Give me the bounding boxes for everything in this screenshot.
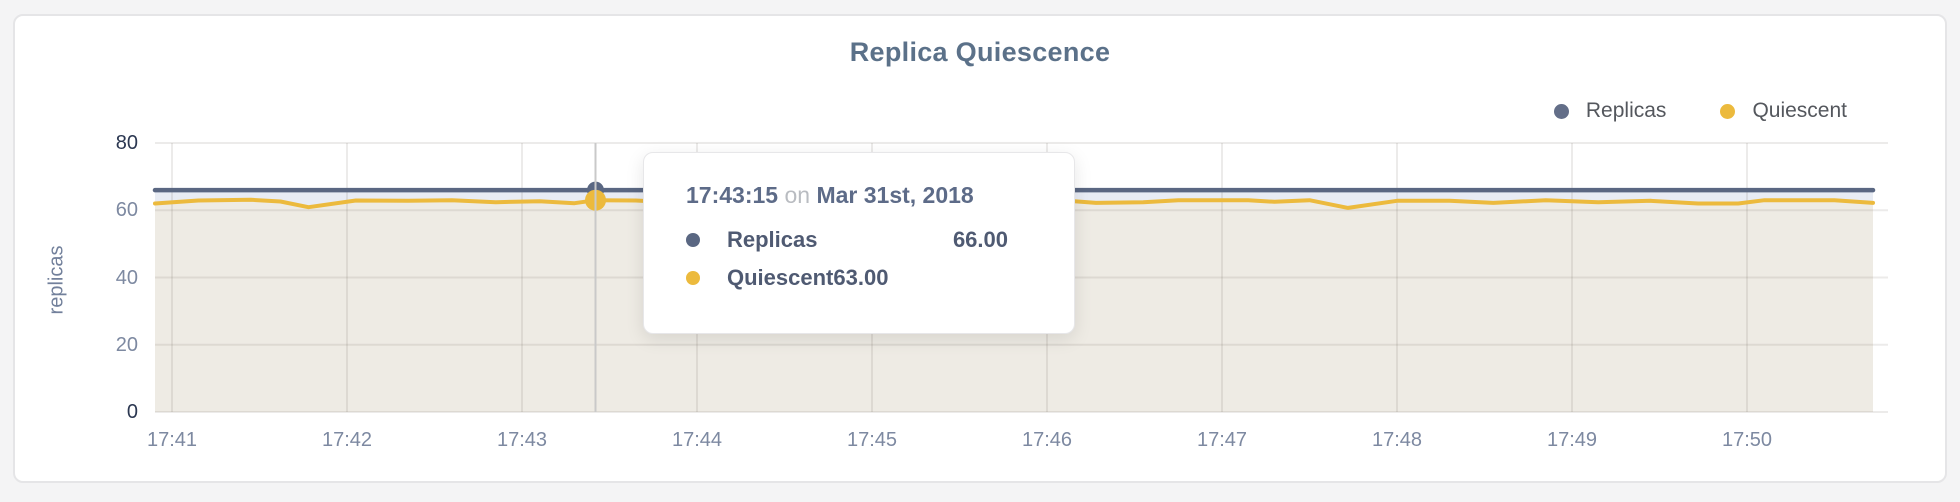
legend-marker-quiescent-icon: [1720, 103, 1736, 119]
tooltip-header: 17:43:15 on Mar 31st, 2018: [686, 179, 1034, 211]
legend: Replicas Quiescent: [1553, 99, 1847, 123]
tooltip-date: Mar 31st, 2018: [816, 182, 974, 208]
y-tick-label: 0: [126, 401, 138, 423]
tooltip-series-label: Replicas: [727, 227, 818, 252]
legend-marker-replicas-icon: [1553, 103, 1569, 119]
legend-label-replicas: Replicas: [1585, 99, 1667, 122]
x-tick-label: 17:49: [1546, 429, 1598, 451]
hover-tooltip: 17:43:15 on Mar 31st, 2018 Replicas 66.0…: [643, 152, 1075, 334]
series-dot-quiescent-icon: [686, 271, 700, 285]
x-tick-label: 17:41: [146, 429, 198, 451]
x-tick-label: 17:48: [1371, 429, 1423, 451]
tooltip-series-value: 66.00: [952, 227, 1008, 252]
y-tick-label: 20: [115, 333, 138, 356]
tooltip-series-label: Quiescent: [727, 265, 834, 290]
y-tick-label: 40: [115, 266, 138, 289]
legend-item-quiescent[interactable]: Quiescent: [1720, 99, 1847, 123]
series-dot-replicas-icon: [686, 233, 700, 247]
x-tick-label: 17:45: [846, 429, 898, 451]
x-tick-label: 17:47: [1196, 429, 1248, 451]
x-tick-label: 17:43: [496, 429, 548, 451]
legend-item-replicas[interactable]: Replicas: [1553, 99, 1667, 123]
tooltip-row-replicas: Replicas 66.00: [686, 221, 1034, 259]
x-tick-label: 17:50: [1721, 429, 1773, 451]
chart-title: Replica Quiescence: [849, 37, 1111, 67]
y-tick-label: 60: [115, 199, 138, 222]
tooltip-row-quiescent: Quiescent 63.00: [686, 259, 1034, 297]
x-tick-label: 17:42: [321, 429, 373, 451]
y-tick-label: 80: [115, 132, 138, 154]
tooltip-rows: Replicas 66.00 Quiescent 63.00: [686, 221, 1034, 297]
x-tick-label: 17:46: [1021, 429, 1073, 451]
tooltip-preposition: on: [784, 182, 811, 208]
x-tick-label: 17:44: [671, 429, 723, 451]
tooltip-time: 17:43:15: [686, 182, 779, 208]
legend-label-quiescent: Quiescent: [1752, 99, 1847, 122]
tooltip-series-value: 63.00: [833, 265, 889, 290]
